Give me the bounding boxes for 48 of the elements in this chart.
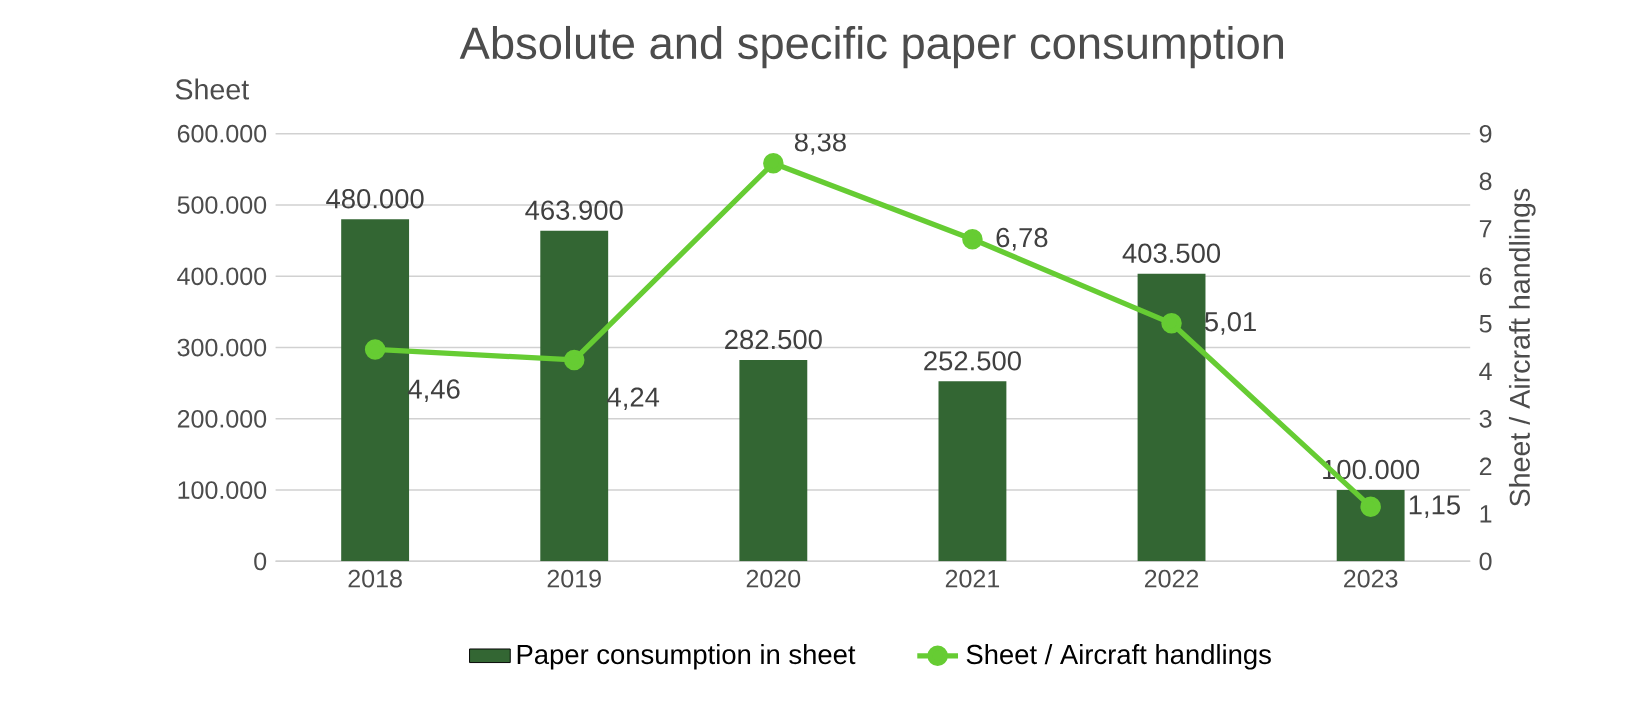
y-tick-label: 400.000 (177, 267, 267, 285)
bar (1137, 273, 1206, 562)
legend-label: Sheet / Aircraft handlings (966, 643, 1271, 670)
y-tick-label: 600.000 (177, 124, 267, 143)
chart-title: Absolute and specific paper consumption (459, 25, 1283, 69)
bar (341, 219, 410, 562)
point (563, 349, 585, 371)
bar (938, 381, 1007, 562)
y2-tick-label: 6 (1479, 267, 1492, 286)
x-tick-label: 2023 (1344, 569, 1398, 588)
y-axis-title: Sheet (175, 78, 250, 100)
y2-tick-label: 2 (1479, 457, 1492, 475)
y2-tick-label: 1 (1480, 505, 1492, 523)
bar (1336, 489, 1405, 562)
data-label: 6,78 (996, 227, 1048, 251)
point (1360, 496, 1381, 517)
x-tick-label: 2019 (547, 569, 601, 588)
y-tick-label: 500.000 (177, 195, 267, 214)
point (364, 339, 386, 360)
y-tick-label: 100.000 (178, 481, 267, 499)
x-tick-label: 2018 (348, 569, 402, 588)
y2-tick-label: 3 (1479, 409, 1492, 428)
point (962, 228, 983, 250)
y2-tick-label: 7 (1479, 220, 1492, 238)
y2-tick-label: 9 (1479, 124, 1492, 143)
data-label: 5,01 (1204, 311, 1256, 335)
data-label: 403.500 (1122, 243, 1221, 263)
bar (739, 359, 808, 562)
data-label: 282.500 (725, 329, 822, 350)
bar (540, 230, 609, 562)
data-label: 463.900 (525, 200, 623, 220)
y2-axis-title: Sheet / Aircraft handlings (1508, 188, 1536, 506)
data-label: 480.000 (326, 188, 424, 209)
x-tick-label: 2022 (1144, 569, 1199, 588)
y2-tick-label: 4 (1479, 362, 1492, 380)
legend-label: Paper consumption in sheet (517, 643, 856, 670)
y-tick-label: 200.000 (177, 409, 267, 428)
y2-tick-label: 8 (1479, 172, 1492, 190)
point (763, 152, 784, 174)
y-tick-label: 0 (254, 552, 267, 571)
x-tick-label: 2021 (945, 569, 1000, 588)
y2-tick-label: 0 (1479, 552, 1492, 571)
y-tick-label: 300.000 (177, 338, 267, 357)
point (1161, 312, 1182, 334)
data-label: 252.500 (924, 351, 1021, 371)
y2-tick-label: 5 (1479, 314, 1492, 333)
x-tick-label: 2020 (746, 569, 801, 588)
data-label: 1,15 (1409, 495, 1460, 518)
